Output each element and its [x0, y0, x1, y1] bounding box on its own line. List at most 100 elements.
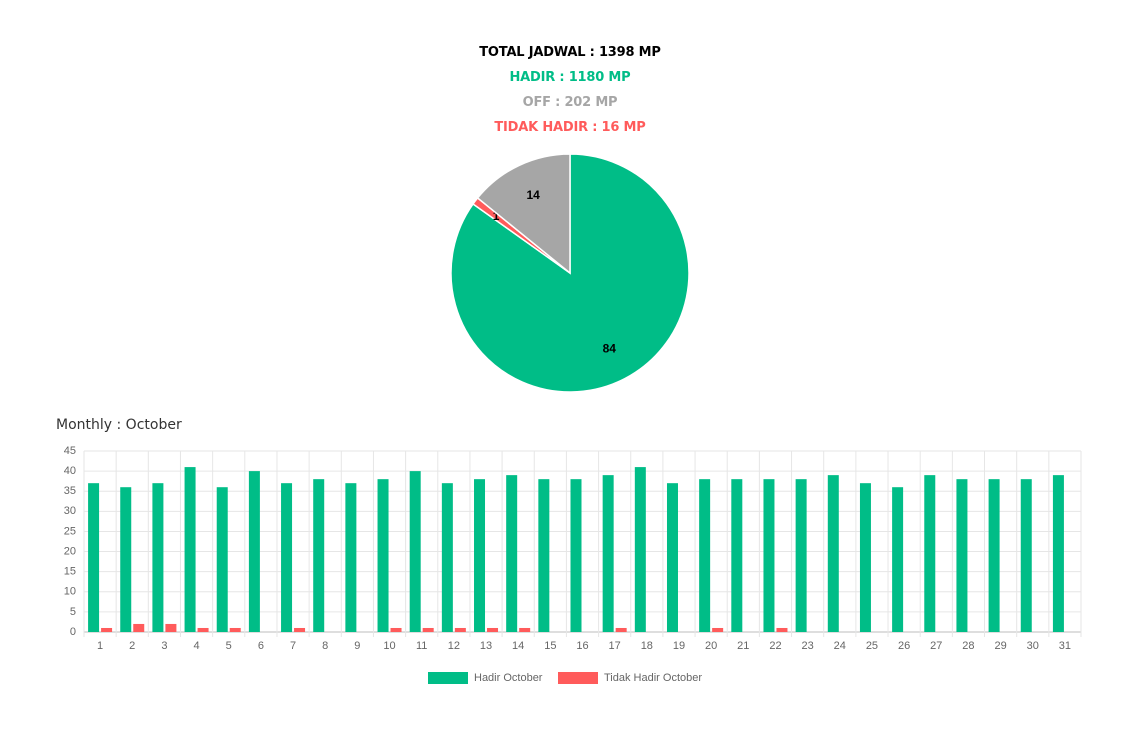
bar-tidak-hadir[interactable] [133, 623, 145, 632]
bar-hadir[interactable] [506, 475, 518, 632]
bar-tidak-hadir[interactable] [615, 627, 627, 632]
attendance-pie-chart: 84 1 14 [450, 153, 690, 393]
x-tick-label: 26 [898, 640, 910, 652]
bar-hadir[interactable] [313, 479, 325, 632]
off-text: OFF : 202 MP [522, 95, 618, 110]
x-tick-label: 3 [161, 640, 167, 652]
y-tick-label: 10 [64, 586, 76, 598]
x-tick-label: 30 [1027, 640, 1039, 652]
bar-hadir[interactable] [731, 479, 743, 632]
bar-tidak-hadir[interactable] [712, 627, 724, 632]
hadir-text: HADIR : 1180 MP [509, 70, 631, 85]
x-tick-label: 7 [290, 640, 296, 652]
x-tick-label: 18 [641, 640, 653, 652]
y-tick-label: 40 [64, 465, 76, 477]
x-tick-label: 31 [1059, 640, 1071, 652]
bar-hadir[interactable] [184, 467, 196, 632]
x-tick-label: 16 [576, 640, 588, 652]
x-tick-label: 8 [322, 640, 328, 652]
bar-hadir[interactable] [570, 479, 582, 632]
x-tick-label: 14 [512, 640, 524, 652]
bar-hadir[interactable] [602, 475, 614, 632]
bar-hadir[interactable] [345, 483, 357, 632]
bar-tidak-hadir[interactable] [776, 627, 788, 632]
bar-tidak-hadir[interactable] [519, 627, 531, 632]
bar-hadir[interactable] [1052, 475, 1064, 632]
bar-hadir[interactable] [377, 479, 389, 632]
monthly-chart-title: Monthly : October [56, 417, 182, 433]
bar-hadir[interactable] [248, 471, 260, 632]
x-tick-label: 19 [673, 640, 685, 652]
x-tick-label: 29 [994, 640, 1006, 652]
bar-hadir[interactable] [924, 475, 936, 632]
x-tick-label: 25 [866, 640, 878, 652]
x-tick-label: 22 [769, 640, 781, 652]
x-tick-label: 28 [962, 640, 974, 652]
x-tick-label: 23 [802, 640, 814, 652]
bar-tidak-hadir[interactable] [422, 627, 434, 632]
x-tick-label: 17 [609, 640, 621, 652]
bar-hadir[interactable] [634, 467, 646, 632]
bar-hadir[interactable] [1020, 479, 1032, 632]
x-tick-label: 9 [354, 640, 360, 652]
x-tick-label: 24 [834, 640, 846, 652]
bar-tidak-hadir[interactable] [487, 627, 499, 632]
legend-swatch[interactable] [558, 672, 598, 684]
bar-tidak-hadir[interactable] [197, 627, 209, 632]
summary-panel: TOTAL JADWAL : 1398 MP HADIR : 1180 MP O… [0, 40, 1140, 140]
bar-tidak-hadir[interactable] [165, 623, 177, 632]
pie-slice[interactable] [476, 153, 571, 275]
x-tick-label: 4 [194, 640, 200, 652]
x-tick-label: 21 [737, 640, 749, 652]
legend-label[interactable]: Tidak Hadir October [604, 672, 702, 684]
bar-hadir[interactable] [988, 479, 1000, 632]
bar-hadir[interactable] [441, 483, 453, 632]
bar-hadir[interactable] [88, 483, 100, 632]
legend-label[interactable]: Hadir October [474, 672, 543, 684]
x-tick-label: 15 [544, 640, 556, 652]
y-tick-label: 30 [64, 505, 76, 517]
bar-hadir[interactable] [763, 479, 775, 632]
bar-hadir[interactable] [409, 471, 421, 632]
y-tick-label: 45 [64, 445, 76, 457]
x-tick-label: 12 [448, 640, 460, 652]
legend-swatch[interactable] [428, 672, 468, 684]
bar-tidak-hadir[interactable] [294, 627, 306, 632]
bar-hadir[interactable] [827, 475, 839, 632]
bar-hadir[interactable] [859, 483, 871, 632]
bar-hadir[interactable] [538, 479, 550, 632]
x-tick-label: 11 [416, 640, 427, 652]
pie-slice-label: 14 [526, 188, 540, 202]
bar-hadir[interactable] [699, 479, 711, 632]
y-tick-label: 5 [70, 606, 76, 618]
bar-tidak-hadir[interactable] [454, 627, 466, 632]
pie-slice-label: 1 [493, 209, 500, 223]
x-tick-label: 2 [129, 640, 135, 652]
bar-hadir[interactable] [666, 483, 678, 632]
y-tick-label: 15 [64, 566, 76, 578]
y-tick-label: 0 [70, 626, 76, 638]
bar-hadir[interactable] [892, 487, 904, 632]
y-tick-label: 20 [64, 545, 76, 557]
pie-slice-label: 84 [603, 341, 617, 355]
tidak-hadir-text: TIDAK HADIR : 16 MP [494, 120, 646, 135]
bar-tidak-hadir[interactable] [390, 627, 402, 632]
bar-hadir[interactable] [120, 487, 132, 632]
bar-tidak-hadir[interactable] [101, 627, 113, 632]
bar-hadir[interactable] [281, 483, 293, 632]
bar-hadir[interactable] [152, 483, 164, 632]
x-tick-label: 20 [705, 640, 717, 652]
bar-hadir[interactable] [474, 479, 486, 632]
bar-hadir[interactable] [216, 487, 228, 632]
y-tick-label: 35 [64, 485, 76, 497]
x-tick-label: 13 [480, 640, 492, 652]
bar-hadir[interactable] [956, 479, 968, 632]
y-tick-label: 25 [64, 525, 76, 537]
bar-tidak-hadir[interactable] [229, 627, 241, 632]
x-tick-label: 10 [383, 640, 395, 652]
x-tick-label: 6 [258, 640, 264, 652]
x-tick-label: 1 [97, 640, 103, 652]
x-tick-label: 27 [930, 640, 942, 652]
bar-hadir[interactable] [795, 479, 807, 632]
